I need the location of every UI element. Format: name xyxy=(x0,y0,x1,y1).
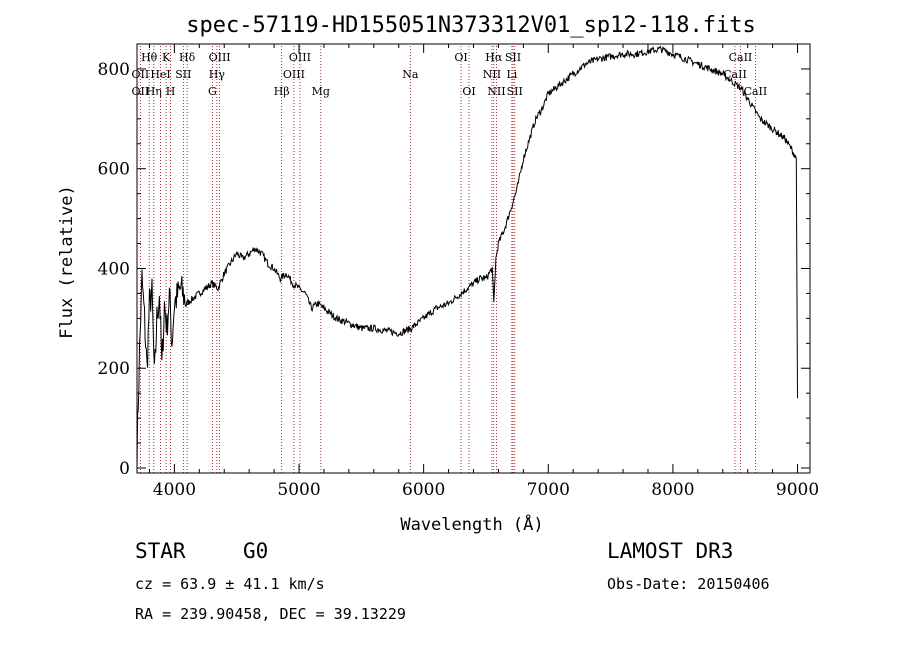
spectral-line-label: Hγ xyxy=(209,68,226,81)
spectral-line-label: OIII xyxy=(289,51,311,64)
y-tick-label: 600 xyxy=(98,160,130,180)
x-tick-label: 7000 xyxy=(527,480,570,500)
spectral-line-label: G xyxy=(208,85,217,98)
x-tick-label: 6000 xyxy=(402,480,445,500)
spectral-line-label: Mg xyxy=(312,85,330,98)
spectral-line-label: OI xyxy=(462,85,475,98)
x-axis-label: Wavelength (Å) xyxy=(400,513,543,535)
spectral-line-label: CaII xyxy=(744,85,768,98)
object-type: STAR xyxy=(135,539,186,563)
spectral-line-label: K xyxy=(162,51,171,64)
spectral-line-label: Hη xyxy=(146,85,162,98)
spectral-line-labels: Hθ OII OII K HeI Hη Hδ SII H OIII Hγ G OIII OIII Hβ Mg N… xyxy=(132,51,768,98)
survey-name: LAMOST DR3 xyxy=(607,539,733,563)
spectral-line-label: NII xyxy=(483,68,501,81)
y-axis: 0 200 400 600 800 xyxy=(98,60,810,479)
spectral-line-label: OIII xyxy=(283,68,305,81)
x-tick-label: 9000 xyxy=(776,480,819,500)
spectral-line-label: OI xyxy=(454,51,467,64)
spectral-line-label: OII xyxy=(132,85,150,98)
y-tick-label: 400 xyxy=(98,259,130,279)
spectral-line-label: H xyxy=(166,85,176,98)
spectral-line-label: CaII xyxy=(729,51,753,64)
y-axis-label: Flux (relative) xyxy=(57,185,77,339)
y-tick-label: 800 xyxy=(98,60,130,80)
spectral-line-label: HeI xyxy=(150,68,170,81)
spectral-line-label: OIII xyxy=(209,51,231,64)
spectral-line-label: CaII xyxy=(723,68,747,81)
spectral-line-markers xyxy=(139,46,756,473)
spectral-line-label: NII xyxy=(487,85,505,98)
spectral-line-label: SII xyxy=(175,68,191,81)
y-tick-label: 0 xyxy=(119,459,130,479)
spectral-line-label: Na xyxy=(402,68,419,81)
spectral-line-label: SII xyxy=(507,85,523,98)
plot-frame xyxy=(136,43,811,474)
x-axis: 4000 5000 6000 7000 8000 9000 xyxy=(148,44,819,500)
spectral-line-label: Hδ xyxy=(179,51,196,64)
observation-date: Obs-Date: 20150406 xyxy=(607,575,770,593)
sky-coordinates: RA = 239.90458, DEC = 39.13229 xyxy=(135,605,406,623)
spectral-line-label: Li xyxy=(506,68,517,81)
spectral-subclass: G0 xyxy=(243,539,268,563)
flux-series-line xyxy=(136,45,798,471)
spectral-line-label: Hθ xyxy=(141,51,158,64)
chart-title: spec-57119-HD155051N373312V01_sp12-118.f… xyxy=(186,13,756,38)
spectral-line-label: Hβ xyxy=(274,85,290,98)
y-tick-label: 200 xyxy=(98,359,130,379)
x-tick-label: 4000 xyxy=(153,480,196,500)
spectral-line-label: Hα xyxy=(485,51,503,64)
spectral-line-label: SII xyxy=(505,51,521,64)
spectral-line-label: OII xyxy=(132,68,150,81)
x-tick-label: 8000 xyxy=(651,480,694,500)
x-tick-label: 5000 xyxy=(277,480,320,500)
redshift-velocity: cz = 63.9 ± 41.1 km/s xyxy=(135,575,325,593)
